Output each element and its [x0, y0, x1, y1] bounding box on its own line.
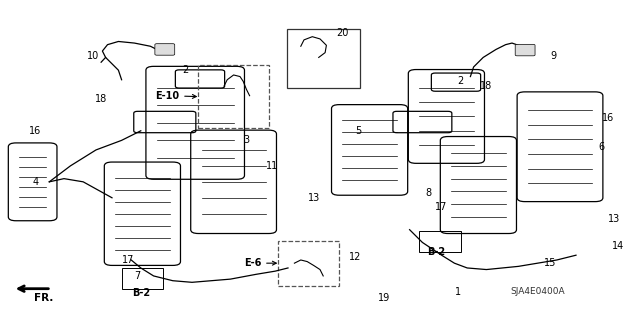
Text: B-2: B-2 [132, 288, 150, 298]
Text: 3: 3 [243, 135, 250, 145]
Text: 7: 7 [134, 271, 141, 281]
Text: 19: 19 [378, 293, 390, 303]
Text: 17: 17 [435, 202, 448, 212]
Text: 1: 1 [454, 287, 461, 297]
Text: B-2: B-2 [428, 247, 445, 257]
Text: 10: 10 [86, 51, 99, 61]
Text: 20: 20 [336, 28, 349, 39]
FancyBboxPatch shape [155, 44, 175, 55]
Text: 9: 9 [550, 51, 557, 61]
Text: 18: 18 [480, 81, 493, 91]
Text: 2: 2 [458, 76, 464, 86]
FancyBboxPatch shape [515, 44, 535, 56]
Text: 8: 8 [426, 188, 432, 198]
Text: 11: 11 [266, 161, 278, 171]
Text: 15: 15 [544, 258, 557, 268]
Bar [278, 241, 339, 286]
Bar [419, 231, 461, 252]
Text: 4: 4 [32, 177, 38, 187]
Text: E-10: E-10 [155, 91, 196, 101]
Bar [287, 29, 360, 88]
Text: 17: 17 [122, 255, 134, 265]
Text: 5: 5 [355, 126, 362, 136]
Text: SJA4E0400A: SJA4E0400A [510, 287, 565, 296]
Text: 16: 16 [29, 126, 42, 136]
Text: 12: 12 [349, 252, 362, 262]
Text: 18: 18 [95, 94, 108, 104]
Text: 13: 13 [307, 193, 320, 203]
Text: 13: 13 [608, 213, 621, 224]
Text: E-6: E-6 [244, 258, 276, 268]
Text: 6: 6 [598, 142, 605, 152]
Text: 2: 2 [182, 65, 189, 75]
Text: 16: 16 [602, 113, 614, 123]
Text: FR.: FR. [34, 293, 53, 303]
Bar [122, 268, 163, 289]
Text: 14: 14 [611, 241, 624, 251]
